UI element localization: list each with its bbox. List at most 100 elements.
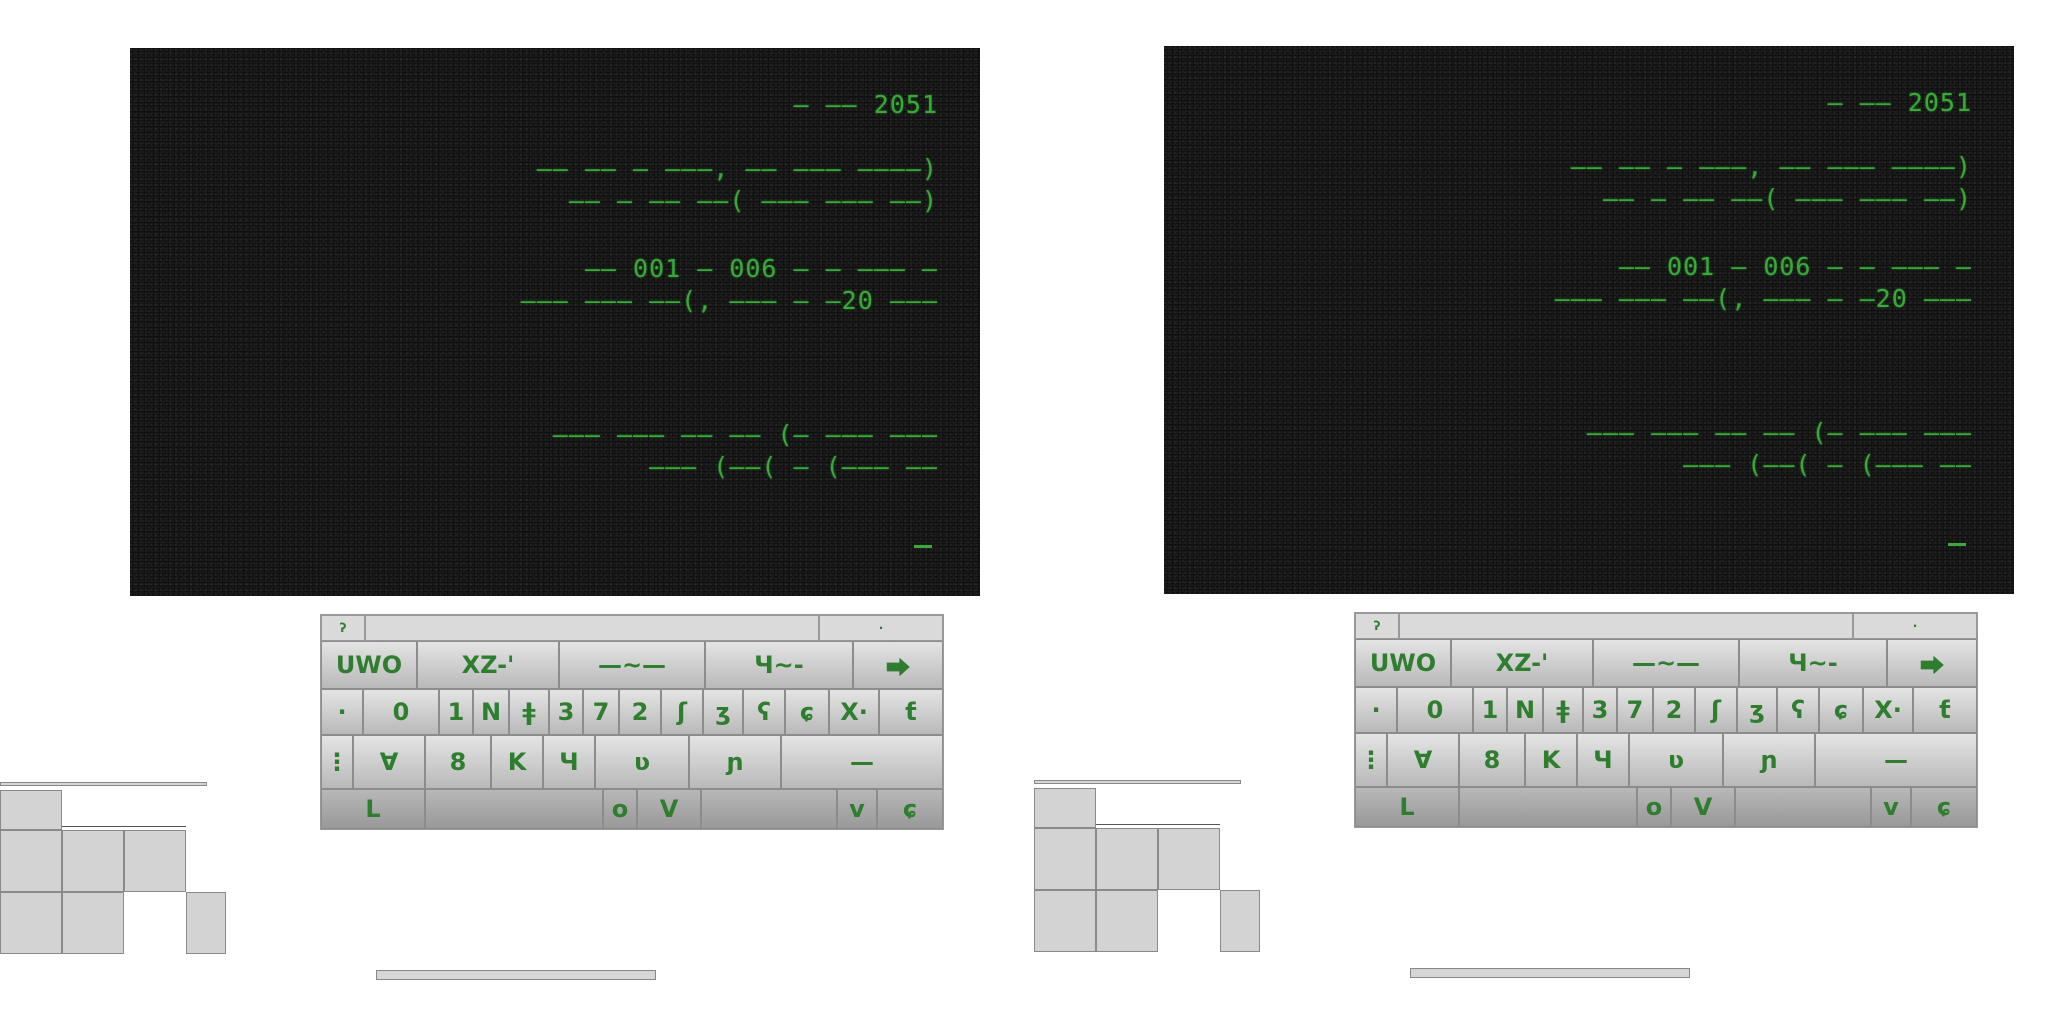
key[interactable]: — — [781, 735, 943, 789]
key[interactable]: ∀ — [1387, 733, 1459, 787]
screen-line: ——— ——— —— —— (— ——— ——— — [1586, 418, 1972, 447]
key[interactable]: Ч — [1577, 733, 1629, 787]
key[interactable]: ɕ — [1819, 687, 1863, 733]
key[interactable]: ʋ — [1629, 733, 1723, 787]
key[interactable]: v — [1871, 787, 1911, 827]
grid-cell[interactable] — [0, 830, 62, 892]
grid-cell[interactable] — [1096, 890, 1158, 952]
key[interactable]: ʋ — [595, 735, 689, 789]
grid-cell[interactable] — [1158, 828, 1220, 890]
grid-cell[interactable] — [0, 892, 62, 954]
spacebar[interactable] — [425, 789, 603, 829]
key[interactable]: o — [603, 789, 637, 829]
key[interactable]: v — [837, 789, 877, 829]
screen-line: ——— ——— ——(, ——— — –20 ——— — [520, 286, 938, 315]
key[interactable]: K — [491, 735, 543, 789]
grid-cell[interactable] — [0, 790, 62, 830]
grid-cell[interactable] — [186, 892, 226, 954]
key[interactable]: ∀ — [353, 735, 425, 789]
panel-header-bar — [0, 782, 207, 786]
key[interactable]: XZ-' — [1451, 639, 1593, 687]
key[interactable]: 2 — [1653, 687, 1695, 733]
key[interactable]: ʃ — [1695, 687, 1737, 733]
key[interactable]: V — [1671, 787, 1735, 827]
key[interactable]: L — [321, 789, 425, 829]
key[interactable]: · — [321, 689, 363, 735]
key[interactable]: 3 — [549, 689, 583, 735]
key[interactable]: —~— — [1593, 639, 1739, 687]
key[interactable]: XZ-' — [417, 641, 559, 689]
key[interactable]: ɕ — [785, 689, 829, 735]
screen-line: —— —— — ———, —— ——— ————) — [1570, 152, 1972, 181]
key[interactable]: 7 — [1617, 687, 1653, 733]
key[interactable]: N — [473, 689, 509, 735]
key[interactable]: Ч~- — [705, 641, 853, 689]
spacebar[interactable] — [701, 789, 837, 829]
key[interactable]: ⋮ — [321, 735, 353, 789]
key[interactable]: —~— — [559, 641, 705, 689]
key[interactable]: · — [1355, 687, 1397, 733]
terminal-screen: — —— 2051 —— —— — ———, —— ——— ————) —— —… — [1164, 46, 2014, 594]
spacebar[interactable] — [1459, 787, 1637, 827]
enter-key[interactable]: ⮕ — [1887, 639, 1977, 687]
key[interactable]: 1 — [1473, 687, 1507, 733]
key[interactable]: ʒ — [1737, 687, 1777, 733]
key[interactable]: N — [1507, 687, 1543, 733]
key[interactable]: ʕ — [1777, 687, 1819, 733]
key[interactable]: ʒ — [703, 689, 743, 735]
key[interactable]: V — [637, 789, 701, 829]
key[interactable]: — — [1815, 733, 1977, 787]
grid-cell[interactable] — [1220, 890, 1260, 952]
horizontal-scrollbar[interactable] — [376, 970, 656, 980]
key[interactable]: UWO — [1355, 639, 1451, 687]
key[interactable]: K — [1525, 733, 1577, 787]
key[interactable]: ʃ — [661, 689, 703, 735]
keyboard-title-left[interactable]: ʔ — [1355, 613, 1399, 639]
key[interactable]: X· — [1863, 687, 1913, 733]
key[interactable]: ɕ — [877, 789, 943, 829]
enter-key[interactable]: ⮕ — [853, 641, 943, 689]
grid-cell[interactable] — [1034, 788, 1096, 828]
key[interactable]: ǂ — [1543, 687, 1583, 733]
key[interactable]: ʕ — [743, 689, 785, 735]
key[interactable]: ɲ — [1723, 733, 1815, 787]
spacebar[interactable] — [1735, 787, 1871, 827]
grid-cell[interactable] — [1034, 890, 1096, 952]
key[interactable]: 3 — [1583, 687, 1617, 733]
grid-cell[interactable] — [1034, 828, 1096, 890]
grid-cell[interactable] — [62, 892, 124, 954]
key[interactable]: 8 — [1459, 733, 1525, 787]
key[interactable]: 7 — [583, 689, 619, 735]
key[interactable]: ƭ — [879, 689, 943, 735]
grid-cell[interactable] — [124, 830, 186, 892]
key[interactable]: ɕ — [1911, 787, 1977, 827]
key[interactable]: Ч~- — [1739, 639, 1887, 687]
keyboard-row-1: UWO XZ-' —~— Ч~- ⮕ — [1355, 639, 1977, 687]
keyboard-title-drag[interactable] — [1399, 613, 1853, 639]
terminal-screen: — —— 2051 —— —— — ———, —— ——— ————) —— —… — [130, 48, 980, 596]
grid-cell[interactable] — [62, 830, 124, 892]
key[interactable]: 2 — [619, 689, 661, 735]
keyboard-title-right[interactable]: · — [819, 615, 943, 641]
key[interactable]: 8 — [425, 735, 491, 789]
key[interactable]: o — [1637, 787, 1671, 827]
key[interactable]: UWO — [321, 641, 417, 689]
keyboard-title-left[interactable]: ʔ — [321, 615, 365, 641]
on-screen-keyboard: ʔ · UWO XZ-' —~— Ч~- ⮕ · 0 1 N ǂ 3 7 2 ʃ… — [320, 614, 944, 830]
key[interactable]: ⋮ — [1355, 733, 1387, 787]
key[interactable]: ɲ — [689, 735, 781, 789]
key[interactable]: L — [1355, 787, 1459, 827]
keyboard-title-drag[interactable] — [365, 615, 819, 641]
horizontal-scrollbar[interactable] — [1410, 968, 1690, 978]
key[interactable]: X· — [829, 689, 879, 735]
key[interactable]: 0 — [1397, 687, 1473, 733]
key[interactable]: ǂ — [509, 689, 549, 735]
key[interactable]: 0 — [363, 689, 439, 735]
screen-line: —— 001 – 006 — — ——— — — [584, 254, 938, 283]
key[interactable]: ƭ — [1913, 687, 1977, 733]
key[interactable]: Ч — [543, 735, 595, 789]
keyboard-row-3: ⋮ ∀ 8 K Ч ʋ ɲ — — [1355, 733, 1977, 787]
key[interactable]: 1 — [439, 689, 473, 735]
grid-cell[interactable] — [1096, 828, 1158, 890]
keyboard-title-right[interactable]: · — [1853, 613, 1977, 639]
